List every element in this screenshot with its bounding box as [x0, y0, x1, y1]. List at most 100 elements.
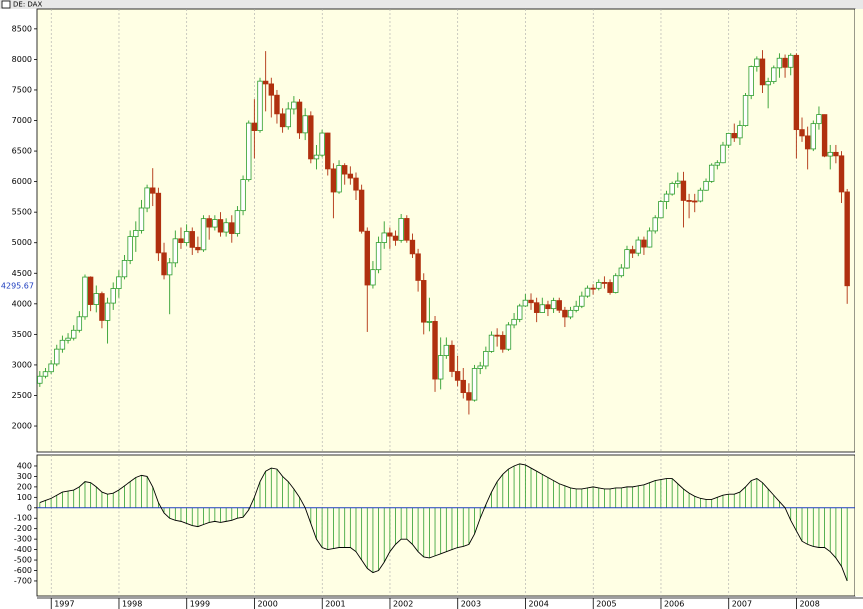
candle-body: [579, 295, 585, 307]
candle-body: [793, 54, 800, 131]
candle-body: [596, 282, 602, 289]
candle-body: [517, 305, 523, 320]
chart-title: DE: DAX: [13, 1, 42, 9]
x-tick-label: 2005: [596, 600, 616, 609]
candle-body: [539, 304, 546, 313]
candle-body: [274, 94, 280, 115]
candle-body: [782, 57, 788, 68]
candle-body: [178, 238, 184, 243]
candle-body: [65, 337, 71, 341]
candle-body: [99, 293, 105, 321]
candle-body: [612, 275, 619, 293]
candle-body: [161, 252, 167, 276]
candle-body: [528, 299, 534, 304]
candle-body: [703, 180, 709, 191]
candle-body: [398, 218, 404, 241]
y-tick-label: -700: [14, 576, 32, 585]
candle-body: [488, 334, 495, 352]
candle-body: [624, 249, 630, 269]
candle-body: [556, 300, 562, 311]
candle-body: [325, 132, 331, 170]
candle-body: [731, 133, 737, 139]
candle-body: [138, 207, 145, 231]
candle-body: [827, 151, 833, 157]
y-tick-label: 6500: [12, 147, 32, 156]
x-tick-label: 2006: [664, 600, 684, 609]
candle-body: [629, 249, 636, 254]
candle-body: [59, 339, 66, 350]
candle-body: [195, 246, 201, 251]
y-tick-label: 3500: [12, 330, 32, 339]
candle-body: [545, 304, 551, 310]
y-tick-label: 0: [27, 503, 32, 512]
candle-body: [93, 293, 99, 305]
candle-body: [313, 154, 320, 160]
candle-body: [714, 162, 721, 166]
window-icon[interactable]: [1, 0, 11, 9]
candle-body: [804, 135, 811, 150]
candle-body: [54, 348, 60, 365]
candle-body: [223, 222, 229, 233]
candle-body: [415, 253, 421, 281]
candle-body: [166, 262, 173, 276]
candle-body: [262, 80, 269, 85]
candle-body: [748, 66, 754, 96]
candle-body: [810, 123, 817, 150]
candle-body: [183, 231, 190, 243]
candle-body: [686, 200, 692, 202]
x-tick-label: 2000: [257, 600, 277, 609]
candle-body: [76, 316, 83, 331]
candle-body: [511, 318, 517, 326]
candle-body: [42, 371, 49, 377]
candle-body: [641, 239, 647, 248]
candle-body: [234, 210, 241, 234]
candle-body: [477, 365, 483, 369]
candle-body: [285, 108, 291, 128]
candle-body: [505, 324, 512, 350]
candle-body: [268, 83, 275, 96]
x-tick-label: 2003: [461, 600, 481, 609]
candle-body: [121, 260, 128, 278]
candle-body: [471, 368, 478, 401]
candle-body: [319, 132, 325, 156]
candle-body: [550, 300, 557, 310]
candle-body: [742, 95, 749, 126]
candle-body: [833, 151, 839, 157]
candle-body: [584, 287, 591, 297]
y-tick-label: 200: [17, 482, 32, 491]
candle-body: [150, 187, 156, 194]
candle-body: [87, 276, 94, 305]
candle-body: [754, 58, 760, 67]
candle-body: [82, 276, 88, 318]
candle-body: [291, 101, 297, 110]
candle-body: [116, 276, 122, 289]
candle-body: [341, 165, 348, 175]
candle-body: [771, 67, 777, 82]
candle-body: [601, 282, 608, 284]
x-tick-label: 2001: [325, 600, 345, 609]
candle-body: [460, 379, 466, 394]
candle-body: [246, 122, 252, 181]
indicator-line: [39, 463, 848, 582]
y-tick-label: 4500: [12, 269, 32, 278]
candle-body: [658, 201, 664, 219]
candle-body: [449, 344, 455, 372]
x-tick-label: 2004: [528, 600, 548, 609]
y-tick-label: 2500: [12, 391, 32, 400]
candle-body: [212, 219, 218, 228]
y-tick-label: -600: [14, 566, 32, 575]
y-tick-label: 3000: [12, 360, 32, 369]
candle-body: [437, 355, 444, 380]
candle-body: [206, 218, 212, 228]
candle-body: [500, 334, 506, 350]
candle-body: [279, 113, 286, 128]
candle-body: [765, 81, 771, 86]
candle-body: [443, 344, 450, 356]
candle-body: [421, 280, 427, 323]
y-tick-label: 7000: [12, 116, 32, 125]
x-tick-label: 1997: [54, 600, 74, 609]
candle-body: [652, 217, 658, 232]
candle-body: [251, 122, 258, 131]
y-tick-label: -200: [14, 524, 32, 533]
candle-body: [347, 173, 354, 179]
